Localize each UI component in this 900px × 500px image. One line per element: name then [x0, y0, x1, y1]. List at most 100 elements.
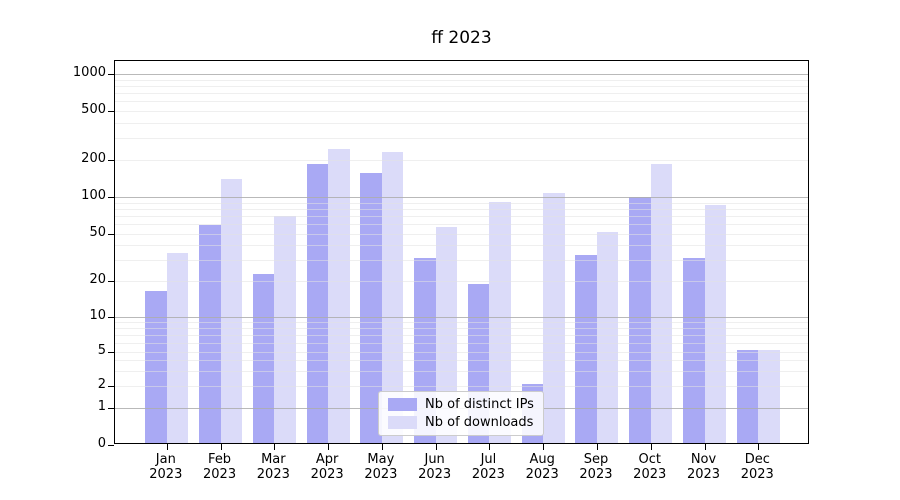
bar-downloads-sep	[596, 232, 619, 443]
x-tick-sep	[596, 444, 598, 450]
y-tick-5	[108, 352, 114, 353]
x-tick-apr	[328, 444, 330, 450]
legend-label-downloads: Nb of downloads	[425, 415, 534, 430]
x-label-month: Nov	[690, 452, 717, 467]
x-label-month: Feb	[208, 452, 232, 467]
bar-downloads-mar	[274, 216, 296, 443]
x-tick-mar	[274, 444, 276, 450]
y-tick-label-1: 1	[97, 399, 106, 414]
bar-downloads-apr	[328, 148, 350, 443]
gridline-y-1000	[115, 74, 808, 75]
gridline-y-400	[115, 122, 808, 124]
x-label-month: Aug	[529, 452, 555, 467]
bar-downloads-aug	[543, 193, 565, 443]
x-label-year: 2023	[471, 467, 505, 482]
y-tick-label-10: 10	[89, 308, 106, 323]
x-label-year: 2023	[633, 467, 667, 482]
legend-swatch-downloads-icon	[388, 416, 417, 429]
x-label-month: Jul	[480, 452, 497, 467]
y-tick-label-5: 5	[97, 343, 106, 358]
y-tick-label-2: 2	[97, 377, 106, 392]
y-tick-label-1000: 1000	[72, 65, 106, 80]
x-label-month: Oct	[638, 452, 661, 467]
x-label-year: 2023	[310, 467, 344, 482]
y-tick-100	[108, 197, 114, 198]
bar-distinct-ips-may	[360, 173, 382, 443]
x-tick-label-jan: Jan 2023	[138, 452, 194, 482]
bar-downloads-feb	[220, 178, 243, 443]
x-label-month: Dec	[744, 452, 770, 467]
x-label-month: May	[367, 452, 395, 467]
y-tick-label-200: 200	[81, 151, 106, 166]
x-tick-label-sep: Sep 2023	[568, 452, 624, 482]
gridline-y-500	[115, 111, 808, 112]
bar-downloads-jan	[166, 253, 189, 443]
bar-downloads-dec	[758, 350, 780, 443]
x-tick-label-may: May 2023	[353, 452, 409, 482]
x-tick-feb	[220, 444, 222, 450]
x-label-year: 2023	[364, 467, 398, 482]
x-label-month: Sep	[583, 452, 609, 467]
x-tick-nov	[704, 444, 706, 450]
gridline-y-200	[115, 160, 808, 161]
legend-label-distinct-ips: Nb of distinct IPs	[425, 397, 534, 412]
x-tick-label-oct: Oct 2023	[622, 452, 678, 482]
y-tick-20	[108, 281, 114, 282]
bar-distinct-ips-oct	[629, 196, 651, 443]
legend: Nb of distinct IPs Nb of downloads	[378, 391, 544, 436]
x-label-year: 2023	[256, 467, 290, 482]
x-tick-jun	[435, 444, 437, 450]
x-tick-jul	[489, 444, 491, 450]
bar-distinct-ips-jan	[145, 290, 167, 443]
x-tick-dec	[758, 444, 760, 450]
x-label-month: Jan	[155, 452, 176, 467]
gridline-y-90	[115, 202, 808, 204]
legend-swatch-distinct-ips-icon	[388, 398, 417, 411]
y-tick-10	[108, 317, 114, 318]
x-tick-label-mar: Mar 2023	[245, 452, 301, 482]
y-tick-label-100: 100	[81, 188, 106, 203]
y-tick-label-20: 20	[89, 272, 106, 287]
x-label-month: Mar	[261, 452, 286, 467]
y-tick-label-0: 0	[97, 436, 106, 451]
gridline-y-800	[115, 85, 808, 87]
y-tick-label-500: 500	[81, 102, 106, 117]
x-label-year: 2023	[203, 467, 237, 482]
x-tick-label-aug: Aug 2023	[514, 452, 570, 482]
x-tick-may	[381, 444, 383, 450]
gridline-y-100	[115, 197, 808, 198]
bar-distinct-ips-mar	[252, 274, 275, 443]
bar-distinct-ips-dec	[736, 350, 759, 443]
gridline-y-300	[115, 138, 808, 140]
x-tick-label-feb: Feb 2023	[192, 452, 248, 482]
x-label-year: 2023	[418, 467, 452, 482]
x-label-year: 2023	[525, 467, 559, 482]
x-tick-oct	[650, 444, 652, 450]
y-tick-200	[108, 160, 114, 161]
bar-distinct-ips-sep	[575, 254, 597, 443]
x-tick-label-apr: Apr 2023	[299, 452, 355, 482]
y-tick-1000	[108, 74, 114, 75]
bar-downloads-oct	[650, 163, 673, 443]
y-tick-500	[108, 111, 114, 112]
x-label-year: 2023	[686, 467, 721, 482]
y-tick-1	[108, 408, 114, 409]
legend-item-distinct-ips: Nb of distinct IPs	[388, 397, 543, 412]
bar-downloads-nov	[704, 204, 726, 443]
legend-item-downloads: Nb of downloads	[388, 415, 543, 430]
x-tick-label-dec: Dec 2023	[729, 452, 785, 482]
chart-title: ff 2023	[431, 28, 492, 48]
bar-downloads-jun	[435, 226, 458, 443]
x-label-year: 2023	[149, 467, 183, 482]
y-tick-label-50: 50	[89, 225, 106, 240]
bar-distinct-ips-nov	[683, 258, 705, 443]
x-tick-aug	[543, 444, 545, 450]
bar-distinct-ips-apr	[306, 163, 329, 443]
x-tick-label-jul: Jul 2023	[460, 452, 516, 482]
y-tick-0	[108, 445, 114, 446]
x-tick-label-nov: Nov 2023	[676, 452, 732, 482]
y-tick-2	[108, 386, 114, 387]
gridline-y-700	[115, 93, 808, 95]
y-tick-50	[108, 234, 114, 235]
